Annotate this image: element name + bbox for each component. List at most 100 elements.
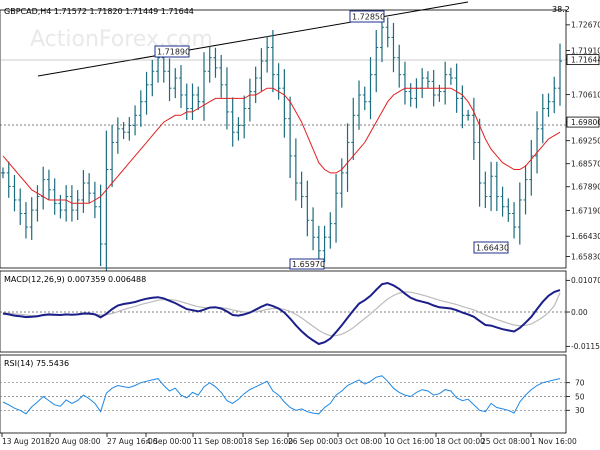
ohlc-bar: [454, 63, 459, 113]
annotation-low-2: 1.66430: [473, 241, 509, 254]
macd-y-axis: 0.010708 0.00 -0.011599: [566, 276, 600, 351]
x-tick-label: 3 Oct 08:00: [338, 437, 382, 446]
ohlc-bar: [305, 180, 310, 237]
resistance-trendline: [37, 1, 469, 77]
x-tick-label: 26 Sep 00:00: [288, 437, 338, 446]
ohlc-bar: [368, 57, 373, 120]
ohlc-bar: [546, 93, 551, 117]
ohlc-bar: [288, 96, 293, 179]
ohlc-bar: [535, 111, 540, 174]
ohlc-bar: [213, 47, 218, 78]
annotation-box: [349, 10, 385, 23]
x-tick-label: 20 Aug 08:00: [50, 437, 101, 446]
y-tick-label: 1.71644: [571, 55, 600, 64]
x-tick-label: 18 Sep 16:00: [243, 437, 293, 446]
ohlc-bar: [512, 202, 517, 239]
ohlc-bar: [265, 36, 270, 73]
y-tick-label: 1.66430: [571, 232, 600, 241]
ohlc-bar: [357, 80, 362, 130]
ohlc-bar: [121, 121, 126, 140]
rsi-panel: RSI(14) 75.5436 70 50 30: [0, 354, 585, 434]
ohlc-bar: [460, 85, 465, 129]
ohlc-bar: [316, 225, 321, 263]
ohlc-bar: [253, 66, 258, 104]
ohlc-bar: [443, 61, 448, 105]
ohlc-bar: [466, 109, 471, 121]
annotation-label: 1.65970: [292, 260, 325, 269]
ohlc-bar: [98, 184, 103, 267]
ohlc-bar: [236, 117, 241, 141]
ohlc-bar: [12, 174, 17, 212]
ohlc-bar: [339, 158, 344, 208]
ohlc-bar: [144, 71, 149, 115]
ohlc-bar: [391, 22, 396, 73]
x-axis: 13 Aug 2018 20 Aug 08:00 27 Aug 16:004 Sep…: [1, 433, 577, 446]
ohlc-bar: [517, 182, 522, 245]
annotation-label: 1.71890: [157, 48, 190, 57]
ohlc-bar: [110, 124, 115, 188]
ohlc-bar: [299, 171, 304, 209]
ohlc-bar: [276, 63, 281, 100]
price-panel-title: GBPCAD,H4 1.71572 1.71820 1.71449 1.7164…: [4, 7, 194, 16]
ohlc-bar: [282, 69, 287, 138]
ohlc-bar: [293, 138, 298, 201]
x-tick-label: 1 Nov 16:00: [531, 437, 577, 446]
ohlc-bar: [374, 30, 379, 93]
ohlc-bar: [259, 48, 264, 91]
ohlc-bar: [81, 170, 86, 213]
ohlc-bar: [270, 30, 275, 93]
ohlc-bar: [52, 178, 57, 215]
y-tick-label: 1.69800: [571, 118, 600, 127]
ohlc-bar: [552, 76, 557, 114]
annotation-label: 1.66430: [476, 244, 509, 253]
ohlc-bar: [385, 17, 390, 48]
ohlc-bar: [328, 212, 333, 249]
ohlc-bar: [64, 185, 69, 222]
ohlc-bar: [540, 94, 545, 144]
ohlc-bar: [58, 194, 63, 219]
ohlc-bar: [529, 139, 534, 196]
ohlc-bar: [18, 188, 23, 225]
y-tick-label: 1.67190: [571, 206, 600, 215]
ohlc-bar: [425, 71, 430, 89]
y-tick-label: 0.00: [571, 308, 588, 317]
ohlc-bar: [219, 54, 224, 98]
price-tag-box: [566, 116, 600, 128]
ohlc-bar: [489, 161, 494, 212]
y-tick-label: 1.67890: [571, 183, 600, 192]
ohlc-bar: [230, 97, 235, 147]
ohlc-bar: [397, 44, 402, 88]
ohlc-bar: [207, 46, 212, 83]
ohlc-bar: [23, 202, 28, 239]
ohlc-bar: [29, 197, 34, 241]
ohlc-bar: [138, 90, 143, 127]
y-tick-label: 1.69250: [571, 136, 600, 145]
ohlc-bar: [190, 83, 195, 120]
ohlc-bar: [477, 118, 482, 207]
ohlc-bar: [506, 198, 511, 222]
ohlc-bar: [471, 97, 476, 160]
ohlc-bar: [196, 86, 201, 111]
ohlc-bar: [408, 83, 413, 107]
annotation-box: [473, 241, 509, 254]
y-tick-label: 0.010708: [571, 276, 600, 285]
rsi-panel-title: RSI(14) 75.5436: [4, 359, 69, 368]
annotation-high-2: 1.72850: [349, 10, 385, 23]
ohlc-bar: [402, 61, 407, 105]
y-tick-label: 70: [575, 379, 585, 388]
ohlc-bar: [523, 165, 528, 215]
ohlc-bar: [437, 84, 442, 102]
moving-average-line: [2, 87, 561, 204]
x-tick-label: 10 Oct 16:00: [385, 437, 434, 446]
ohlc-bar: [75, 190, 80, 221]
ohlc-bar: [558, 43, 562, 106]
ohlc-bar: [500, 186, 505, 217]
ohlc-bar: [127, 117, 132, 141]
corner-label: 38.2: [552, 5, 570, 14]
ohlc-bar: [35, 185, 40, 222]
rsi-panel-frame: [0, 354, 567, 434]
ohlc-bar: [179, 65, 184, 108]
x-tick-label: 25 Oct 08:00: [481, 437, 530, 446]
